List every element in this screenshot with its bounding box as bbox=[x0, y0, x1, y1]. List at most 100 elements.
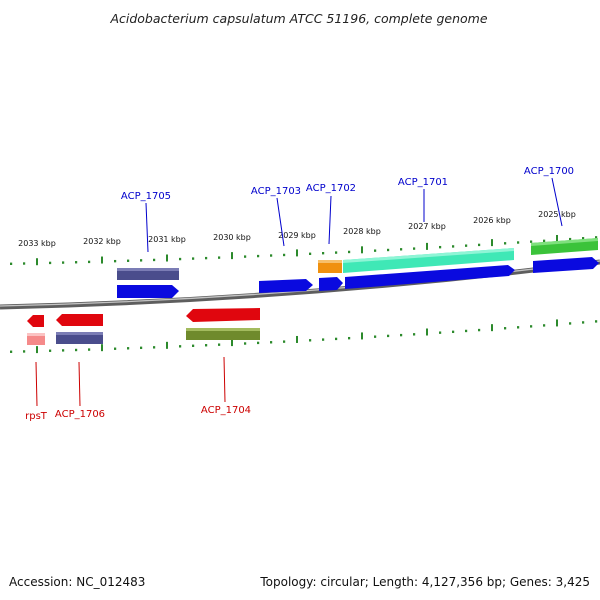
minor-tick bbox=[400, 248, 403, 251]
minor-tick bbox=[348, 336, 351, 340]
major-tick bbox=[101, 256, 103, 264]
minor-tick bbox=[88, 348, 91, 351]
gene-arrow-acp-1704[interactable] bbox=[186, 308, 260, 322]
major-tick bbox=[296, 335, 298, 343]
minor-tick bbox=[127, 347, 130, 350]
minor-tick bbox=[114, 347, 117, 350]
minor-tick bbox=[322, 252, 325, 255]
major-tick bbox=[361, 332, 363, 340]
minor-tick bbox=[452, 245, 455, 248]
minor-tick bbox=[517, 241, 520, 244]
gene-label-rpst[interactable]: rpsT bbox=[25, 411, 48, 422]
feature-bar-highlight bbox=[27, 333, 45, 336]
minor-tick bbox=[374, 249, 377, 252]
minor-tick bbox=[270, 341, 273, 344]
gene-label-acp-1706[interactable]: ACP_1706 bbox=[55, 409, 105, 420]
gene-label-acp-1705[interactable]: ACP_1705 bbox=[121, 191, 171, 202]
leader-line-acp-1703 bbox=[276, 197, 285, 247]
minor-tick bbox=[478, 243, 481, 247]
major-tick bbox=[556, 234, 558, 242]
minor-tick bbox=[335, 251, 338, 254]
minor-tick bbox=[387, 334, 390, 338]
minor-tick bbox=[374, 335, 377, 338]
leader-line-acp-1705 bbox=[145, 202, 149, 253]
gene-label-acp-1701[interactable]: ACP_1701 bbox=[398, 177, 448, 188]
major-tick bbox=[231, 252, 233, 260]
leader-line-acp-1706 bbox=[78, 361, 81, 407]
ruler-label-2031: 2031 kbp bbox=[148, 235, 186, 244]
gene-label-acp-1704[interactable]: ACP_1704 bbox=[201, 405, 251, 416]
minor-tick bbox=[335, 337, 338, 341]
gene-label-acp-1700[interactable]: ACP_1700 bbox=[524, 166, 574, 177]
minor-tick bbox=[504, 242, 507, 245]
leader-line-acp-1700 bbox=[551, 177, 563, 227]
minor-tick bbox=[543, 239, 546, 243]
major-tick bbox=[491, 239, 493, 247]
minor-tick bbox=[62, 261, 65, 264]
major-tick bbox=[231, 339, 233, 347]
minor-tick bbox=[153, 258, 156, 262]
major-tick bbox=[101, 344, 103, 352]
minor-tick bbox=[179, 257, 182, 261]
leader-line-acp-1704 bbox=[223, 356, 226, 403]
gene-arrow-acp-1701[interactable] bbox=[345, 265, 515, 289]
minor-tick bbox=[582, 321, 585, 324]
minor-tick bbox=[140, 259, 143, 262]
major-tick bbox=[556, 319, 558, 327]
feature-bar-acp-1702[interactable] bbox=[318, 260, 342, 273]
ruler-label-2030: 2030 kbp bbox=[213, 233, 251, 242]
gene-label-acp-1703[interactable]: ACP_1703 bbox=[251, 186, 301, 197]
minor-tick bbox=[517, 326, 520, 329]
ruler-label-2027: 2027 kbp bbox=[408, 222, 446, 231]
gene-arrow-acp-1702[interactable] bbox=[319, 277, 343, 291]
minor-tick bbox=[75, 348, 78, 352]
minor-tick bbox=[465, 329, 468, 333]
major-tick bbox=[426, 242, 428, 250]
minor-tick bbox=[270, 254, 273, 257]
gene-arrow-acp-1705[interactable] bbox=[117, 285, 179, 298]
minor-tick bbox=[192, 257, 195, 260]
minor-tick bbox=[10, 262, 13, 265]
minor-tick bbox=[62, 349, 65, 352]
gene-arrow-rpst[interactable] bbox=[27, 315, 44, 327]
minor-tick bbox=[23, 350, 26, 353]
feature-bar-highlight bbox=[318, 260, 342, 263]
minor-tick bbox=[309, 252, 312, 256]
gene-label-acp-1702[interactable]: ACP_1702 bbox=[306, 183, 356, 194]
leader-line-acp-1702 bbox=[328, 195, 332, 245]
ruler-label-2032: 2032 kbp bbox=[83, 237, 121, 246]
minor-tick bbox=[413, 333, 416, 336]
minor-tick bbox=[400, 333, 403, 337]
ruler-label-2025: 2025 kbp bbox=[538, 210, 576, 219]
ruler-label-2026: 2026 kbp bbox=[473, 216, 511, 225]
minor-tick bbox=[595, 320, 598, 323]
minor-tick bbox=[179, 345, 182, 348]
minor-tick bbox=[309, 339, 312, 342]
major-tick bbox=[166, 341, 168, 349]
feature-bar-highlight bbox=[186, 328, 260, 331]
gene-arrow-acp-1700[interactable] bbox=[533, 257, 599, 273]
accession-text: Accession: NC_012483 bbox=[9, 575, 145, 589]
minor-tick bbox=[244, 255, 247, 258]
minor-tick bbox=[23, 262, 26, 265]
minor-tick bbox=[595, 236, 598, 239]
gene-arrow-acp-1706[interactable] bbox=[56, 314, 103, 326]
ruler-label-2029: 2029 kbp bbox=[278, 231, 316, 240]
feature-bar-highlight bbox=[531, 238, 598, 246]
major-tick bbox=[361, 246, 363, 254]
minor-tick bbox=[439, 245, 442, 249]
minor-tick bbox=[140, 346, 143, 350]
minor-tick bbox=[205, 256, 208, 260]
minor-tick bbox=[49, 261, 52, 265]
gene-arrow-acp-1703[interactable] bbox=[259, 279, 313, 293]
major-tick bbox=[296, 249, 298, 257]
minor-tick bbox=[218, 256, 221, 259]
minor-tick bbox=[49, 349, 52, 352]
major-tick bbox=[426, 328, 428, 336]
feature-bar-acp-1701[interactable] bbox=[343, 248, 514, 273]
major-tick bbox=[491, 324, 493, 332]
map-title: Acidobacterium capsulatum ATCC 51196, co… bbox=[109, 11, 487, 26]
minor-tick bbox=[127, 259, 130, 262]
minor-tick bbox=[582, 237, 585, 240]
feature-bar-highlight bbox=[56, 332, 103, 335]
